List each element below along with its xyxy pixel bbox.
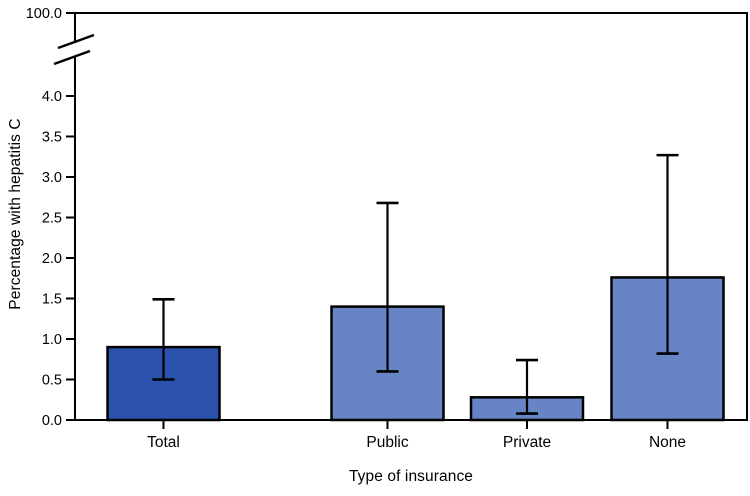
y-tick-label: 0.5 bbox=[42, 373, 62, 389]
y-tick-label: 3.0 bbox=[42, 170, 62, 186]
y-tick-label-upper: 100.0 bbox=[26, 6, 62, 22]
y-tick-label: 2.0 bbox=[42, 251, 62, 267]
y-tick-label: 1.5 bbox=[42, 292, 62, 308]
x-tick-label-private: Private bbox=[503, 434, 551, 451]
axis-break-slash-upper bbox=[57, 33, 95, 50]
axis-break-slash-lower bbox=[53, 49, 91, 66]
y-tick-label: 4.0 bbox=[42, 89, 62, 105]
x-tick-label-total: Total bbox=[147, 434, 180, 451]
y-tick-label: 1.0 bbox=[42, 332, 62, 348]
y-tick-label: 0.0 bbox=[42, 413, 62, 429]
x-axis-title: Type of insurance bbox=[348, 468, 474, 485]
y-tick-label: 3.5 bbox=[42, 130, 62, 146]
x-tick-label-public: Public bbox=[366, 434, 408, 451]
x-tick-label-none: None bbox=[649, 434, 686, 451]
y-axis-title: Percentage with hepatitis C bbox=[7, 118, 24, 310]
y-tick-label: 2.5 bbox=[42, 211, 62, 227]
